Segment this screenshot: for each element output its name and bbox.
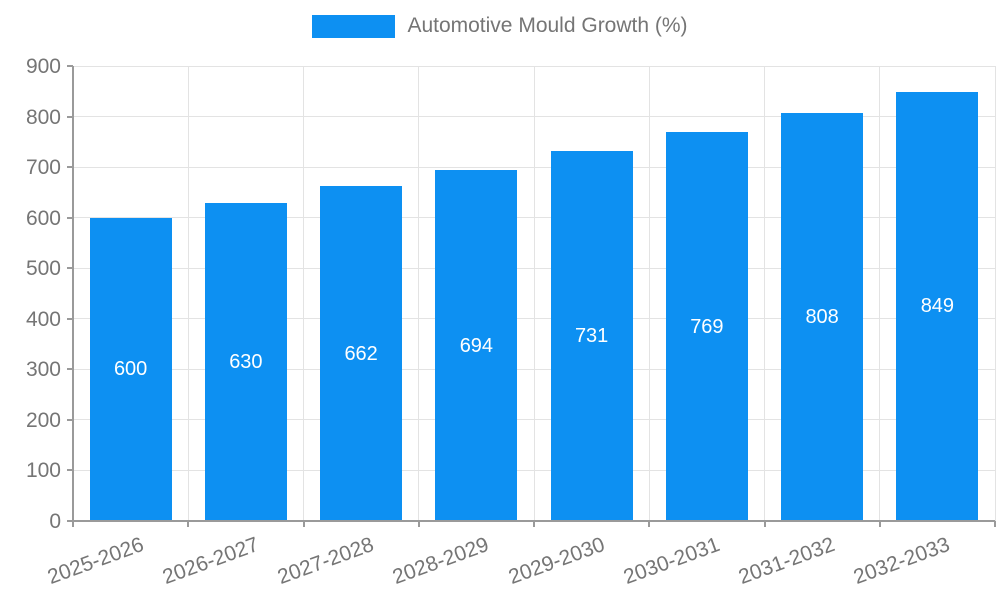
gridline-vertical bbox=[187, 66, 189, 521]
bar-value-label: 694 bbox=[459, 334, 494, 357]
bar-value-label: 769 bbox=[690, 315, 724, 338]
gridline-vertical bbox=[303, 66, 304, 521]
x-axis-tick bbox=[533, 521, 535, 527]
bar[interactable] bbox=[781, 112, 864, 520]
y-axis-tick bbox=[67, 469, 73, 472]
bar-value-label: 662 bbox=[344, 342, 378, 365]
y-axis-tick-label: 100 bbox=[25, 459, 61, 483]
gridline-vertical bbox=[994, 66, 996, 521]
x-axis-tick bbox=[187, 521, 190, 527]
y-axis-tick-label: 300 bbox=[25, 358, 61, 382]
legend-label: Automotive Mould Growth (%) bbox=[407, 14, 688, 37]
y-axis-tick-label: 0 bbox=[49, 510, 61, 533]
y-axis-tick bbox=[67, 216, 73, 219]
y-axis-tick-label: 900 bbox=[25, 55, 61, 78]
y-axis-tick-label: 600 bbox=[25, 206, 61, 230]
y-axis-tick bbox=[67, 65, 73, 67]
y-axis-tick bbox=[67, 368, 73, 371]
y-axis-tick bbox=[67, 520, 73, 522]
y-axis-tick-label: 800 bbox=[25, 105, 61, 129]
bar-value-label: 731 bbox=[574, 325, 609, 348]
bar-value-label: 808 bbox=[805, 305, 839, 328]
bar-value-label: 600 bbox=[113, 358, 148, 381]
bar-value-label: 849 bbox=[920, 295, 955, 318]
x-axis-line bbox=[73, 520, 995, 522]
y-axis-tick bbox=[67, 267, 73, 270]
bar[interactable] bbox=[665, 132, 748, 520]
x-axis-tick bbox=[994, 521, 996, 527]
x-axis-tick bbox=[878, 521, 881, 527]
legend-swatch-icon bbox=[312, 14, 396, 38]
x-axis-tick bbox=[648, 521, 651, 527]
gridline-vertical bbox=[764, 66, 765, 521]
bar[interactable] bbox=[204, 202, 287, 520]
bar[interactable] bbox=[550, 151, 633, 520]
gridline-vertical bbox=[648, 66, 650, 521]
y-axis-tick-label: 200 bbox=[25, 408, 61, 432]
bar[interactable] bbox=[435, 170, 518, 520]
bar[interactable] bbox=[896, 91, 979, 520]
y-axis-tick bbox=[67, 166, 73, 169]
gridline-vertical bbox=[418, 66, 420, 521]
y-axis-tick bbox=[67, 418, 73, 421]
y-axis-tick-label: 400 bbox=[25, 307, 61, 331]
y-axis-tick bbox=[67, 317, 73, 320]
x-axis-tick bbox=[763, 521, 766, 527]
bar[interactable] bbox=[89, 217, 172, 520]
y-axis-tick bbox=[67, 115, 73, 118]
gridline-vertical bbox=[533, 66, 535, 521]
bar-value-label: 630 bbox=[229, 350, 263, 373]
bar[interactable] bbox=[320, 186, 403, 520]
chart-legend: Automotive Mould Growth (%) bbox=[0, 14, 1000, 38]
x-axis-category-label: 2032-2033 bbox=[850, 533, 954, 589]
y-axis-tick-label: 700 bbox=[25, 156, 61, 180]
x-axis-tick bbox=[417, 521, 420, 527]
y-axis-line bbox=[72, 66, 74, 527]
gridline-vertical bbox=[879, 66, 881, 521]
x-axis-tick bbox=[302, 521, 305, 527]
y-axis-tick-label: 500 bbox=[25, 257, 61, 281]
